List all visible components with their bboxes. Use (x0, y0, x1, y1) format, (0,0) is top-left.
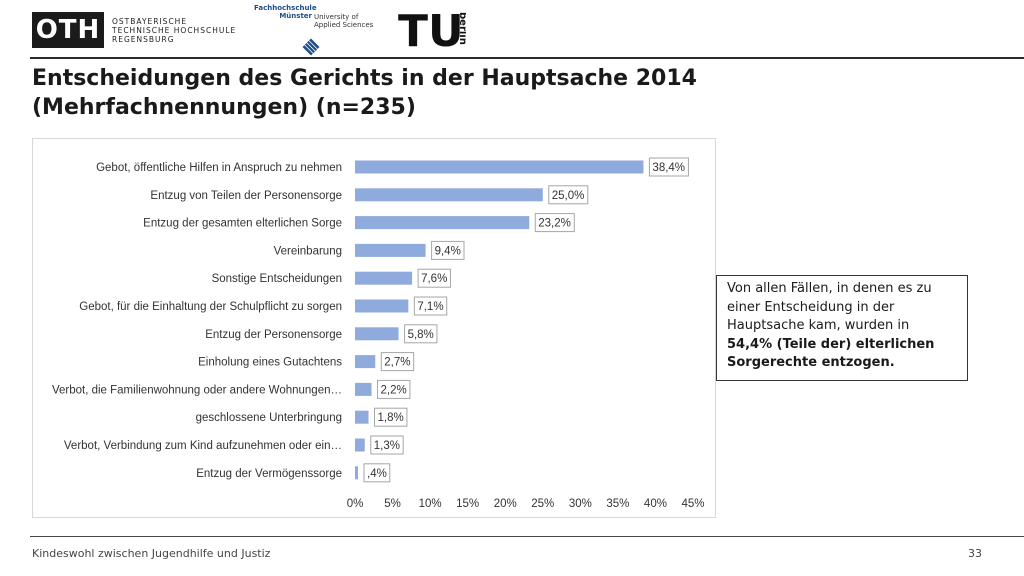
data-label-box (548, 185, 589, 205)
x-tick-label: 15% (456, 498, 479, 510)
fh-muenster-logo: Fachhochschule Münster University of App… (254, 4, 384, 56)
category-label: geschlossene Unterbringung (196, 412, 342, 424)
category-label: Verbot, die Familienwohnung oder andere … (52, 384, 342, 396)
chart-panel: Gebot, öffentliche Hilfen in Anspruch zu… (32, 138, 716, 518)
footer-divider (30, 536, 1024, 537)
fh-name: Fachhochschule Münster (254, 4, 317, 20)
x-tick-label: 40% (644, 498, 667, 510)
oth-logo: OTH OSTBAYERISCHE TECHNISCHE HOCHSCHULE … (32, 12, 236, 48)
data-label: 1,8% (378, 412, 404, 424)
category-label: Entzug der gesamten elterlichen Sorge (143, 218, 342, 230)
data-label-box (363, 463, 391, 483)
bar (355, 188, 543, 202)
data-label: 2,7% (384, 357, 410, 369)
slide-title-line-2: (Mehrfachnennungen) (n=235) (32, 95, 416, 120)
data-label-box (404, 324, 438, 344)
bar (355, 243, 426, 257)
bar (355, 410, 369, 424)
bar-chart: Gebot, öffentliche Hilfen in Anspruch zu… (52, 157, 705, 510)
page-number: 33 (968, 547, 982, 560)
category-label: Entzug der Vermögenssorge (196, 468, 342, 480)
oth-logo-text: OSTBAYERISCHE TECHNISCHE HOCHSCHULE REGE… (112, 17, 236, 44)
note-box: Von allen Fällen, in denen es zu einer E… (716, 275, 968, 381)
data-label: ,4% (367, 468, 387, 480)
bar (355, 382, 372, 396)
bar (355, 438, 365, 452)
category-label: Vereinbarung (274, 245, 342, 257)
category-label: Verbot, Verbindung zum Kind aufzunehmen … (64, 440, 342, 452)
data-label-box (417, 268, 451, 288)
bar (355, 355, 376, 369)
x-tick-label: 35% (606, 498, 629, 510)
data-label: 5,8% (408, 329, 434, 341)
x-tick-label: 10% (419, 498, 442, 510)
x-tick-label: 5% (384, 498, 401, 510)
data-label-box (370, 435, 404, 455)
category-label: Einholung eines Gutachtens (198, 357, 342, 369)
data-label-box (431, 240, 465, 260)
data-label: 25,0% (552, 190, 585, 202)
x-tick-label: 20% (494, 498, 517, 510)
data-label: 7,6% (421, 273, 447, 285)
tu-logo-sub: berlin (457, 12, 466, 45)
bar (355, 466, 359, 480)
data-label-box (377, 379, 411, 399)
oth-line-3: REGENSBURG (112, 34, 175, 44)
data-label: 2,2% (381, 384, 407, 396)
slide-title-line-1: Entscheidungen des Gerichts in der Haupt… (32, 66, 697, 91)
category-label: Entzug der Personensorge (205, 329, 342, 341)
data-label-box (413, 296, 448, 316)
slide-title: Entscheidungen des Gerichts in der Haupt… (32, 64, 932, 122)
data-label-box (380, 352, 415, 372)
category-label: Sonstige Entscheidungen (212, 273, 342, 285)
category-label: Gebot, für die Einhaltung der Schulpflic… (79, 301, 342, 313)
tu-berlin-logo: TU berlin (398, 8, 466, 52)
tu-logo-mark: TU (398, 8, 464, 52)
x-tick-label: 25% (531, 498, 554, 510)
bar (355, 216, 530, 230)
data-label-box (374, 407, 408, 427)
x-tick-label: 45% (681, 498, 704, 510)
fh-name-line-2: Münster (279, 12, 312, 20)
data-label: 1,3% (374, 440, 400, 452)
fh-sub-line-1: University of (314, 13, 359, 21)
bar (355, 160, 644, 174)
category-label: Gebot, öffentliche Hilfen in Anspruch zu… (96, 162, 342, 174)
bar (355, 299, 409, 313)
x-tick-label: 30% (569, 498, 592, 510)
bar (355, 271, 413, 285)
data-label: 38,4% (652, 162, 685, 174)
fh-name-line-1: Fachhochschule (254, 4, 317, 12)
fh-sub-line-2: Applied Sciences (314, 21, 374, 29)
note-highlight: 54,4% (Teile der) elterlichen Sorgerecht… (727, 336, 935, 371)
x-tick-label: 0% (347, 498, 364, 510)
bar (355, 327, 399, 341)
oth-line-2: TECHNISCHE HOCHSCHULE (112, 25, 237, 35)
oth-line-1: OSTBAYERISCHE (112, 16, 188, 26)
footer-text: Kindeswohl zwischen Jugendhilfe und Just… (32, 547, 271, 560)
category-label: Entzug von Teilen der Personensorge (150, 190, 342, 202)
fh-subtitle: University of Applied Sciences (314, 13, 373, 29)
note-text: Von allen Fällen, in denen es zu einer E… (727, 281, 932, 333)
fh-emblem-icon (302, 38, 320, 56)
data-label: 7,1% (417, 301, 443, 313)
data-label-box (534, 213, 575, 233)
oth-logo-mark: OTH (32, 12, 104, 48)
data-label: 9,4% (435, 245, 461, 257)
title-divider (30, 57, 1024, 59)
data-label: 23,2% (538, 218, 571, 230)
data-label-box (648, 157, 689, 177)
